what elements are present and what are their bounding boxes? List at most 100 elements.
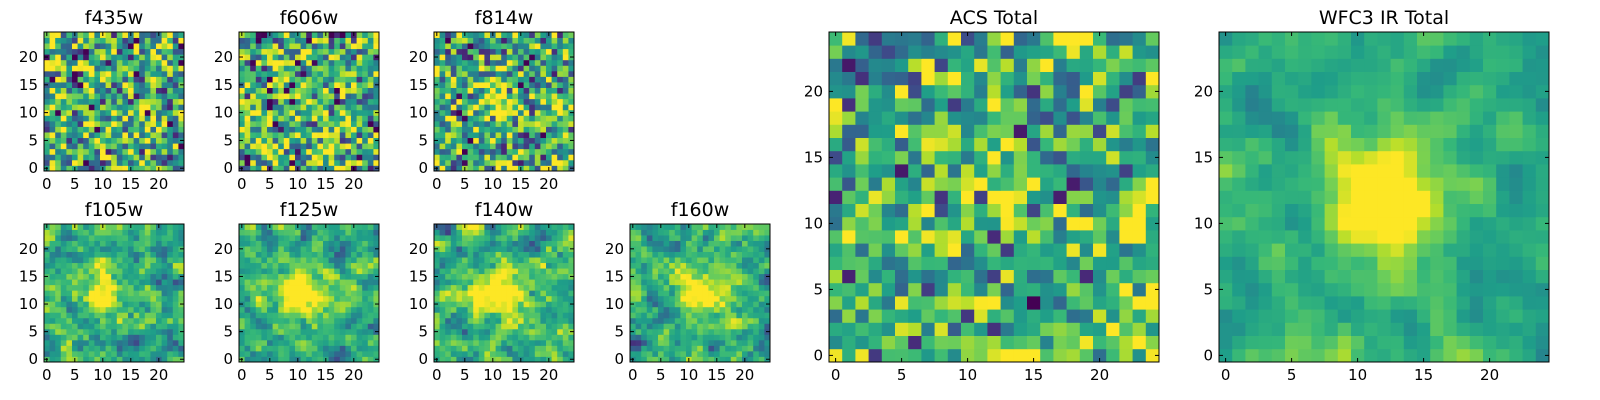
heatmap-cell (345, 290, 352, 297)
heatmap-cell (490, 143, 496, 150)
heatmap-cell (150, 126, 157, 133)
heatmap-cell (323, 65, 329, 72)
heatmap-cell (139, 251, 146, 258)
heatmap-cell (758, 323, 765, 330)
heatmap-cell (178, 251, 185, 258)
heatmap-cell (478, 306, 485, 313)
heatmap-cell (462, 43, 468, 50)
heatmap-cell (105, 115, 112, 122)
heatmap-cell (334, 126, 341, 133)
heatmap-cell (736, 356, 743, 363)
heatmap-cell (144, 229, 151, 236)
heatmap-cell (100, 159, 106, 166)
heatmap-cell (490, 54, 496, 61)
heatmap-cell (306, 120, 313, 127)
heatmap-cell (323, 290, 329, 297)
heatmap-cell (172, 240, 179, 247)
heatmap-cell (311, 312, 318, 319)
heatmap-cell (758, 317, 765, 324)
heatmap-cell (100, 70, 106, 77)
heatmap-cell (987, 177, 1001, 191)
heatmap-cell (150, 323, 157, 330)
heatmap-cell (144, 246, 151, 252)
heatmap-cell (351, 334, 357, 341)
heatmap-cell (88, 312, 95, 319)
heatmap-cell (317, 148, 324, 155)
heatmap-cell (1106, 203, 1120, 218)
heatmap-cell (456, 317, 463, 324)
heatmap-cell (178, 279, 185, 286)
heatmap-cell (244, 98, 251, 105)
heatmap-cell (719, 246, 726, 252)
heatmap-cell (490, 229, 496, 236)
heatmap-cell (133, 126, 140, 133)
heatmap-cell (753, 251, 760, 258)
heatmap-cell (66, 268, 73, 275)
heatmap-cell (351, 229, 357, 236)
heatmap-cell (55, 120, 62, 127)
heatmap-cell (255, 109, 262, 116)
heatmap-cell (568, 295, 575, 302)
heatmap-cell (116, 137, 123, 144)
heatmap-cell (456, 224, 463, 230)
heatmap-cell (255, 350, 262, 357)
heatmap-cell (311, 126, 318, 133)
heatmap-cell (523, 356, 530, 363)
heatmap-cell (72, 345, 78, 352)
heatmap-cell (506, 306, 513, 313)
heatmap-cell (328, 87, 335, 94)
heatmap-cell (373, 59, 380, 66)
heatmap-cell (1132, 282, 1147, 297)
heatmap-cell (445, 32, 452, 38)
heatmap-cell (742, 317, 748, 324)
heatmap-cell (434, 295, 440, 302)
heatmap-cell (72, 268, 78, 275)
heatmap-cell (686, 246, 692, 252)
heatmap-cell (128, 334, 134, 341)
heatmap-cell (753, 246, 760, 252)
heatmap-cell (334, 98, 341, 105)
heatmap-cell (881, 203, 896, 218)
heatmap-cell (278, 70, 285, 77)
heatmap-cell (323, 148, 329, 155)
heatmap-cell (156, 262, 162, 269)
heatmap-cell (908, 190, 922, 204)
heatmap-cell (506, 323, 513, 330)
heatmap-cell (742, 257, 748, 264)
heatmap-cell (842, 296, 856, 310)
heatmap-cell (323, 334, 329, 341)
heatmap-cell (88, 235, 95, 241)
heatmap-cell (473, 59, 480, 66)
heatmap-cell (295, 273, 301, 280)
heatmap-cell (139, 70, 146, 77)
heatmap-cell (244, 54, 251, 61)
heatmap-cell (1000, 309, 1015, 323)
heatmap-cell (490, 115, 496, 122)
heatmap-cell (311, 48, 318, 55)
heatmap-cell (495, 109, 502, 116)
heatmap-cell (534, 240, 541, 247)
heatmap-cell (128, 37, 134, 44)
heatmap-cell (111, 98, 118, 105)
heatmap-cell (178, 290, 185, 297)
heatmap-cell (719, 306, 726, 313)
heatmap-cell (546, 132, 552, 139)
heatmap-cell (742, 339, 748, 346)
heatmap-cell (512, 323, 519, 330)
heatmap-cell (244, 87, 251, 94)
heatmap-cell (495, 148, 502, 155)
heatmap-cell (506, 262, 513, 269)
heatmap-cell (439, 59, 446, 66)
heatmap-cell (317, 251, 324, 258)
heatmap-cell (49, 279, 56, 286)
heatmap-cell (934, 203, 949, 218)
heatmap-cell (540, 356, 547, 363)
heatmap-cell (719, 257, 726, 264)
heatmap-cell (501, 132, 508, 139)
heatmap-cell (261, 59, 268, 66)
heatmap-cell (1013, 309, 1028, 323)
heatmap-cell (512, 32, 519, 38)
heatmap-cell (1093, 322, 1107, 336)
heatmap-cell (467, 70, 474, 77)
heatmap-cell (478, 323, 485, 330)
